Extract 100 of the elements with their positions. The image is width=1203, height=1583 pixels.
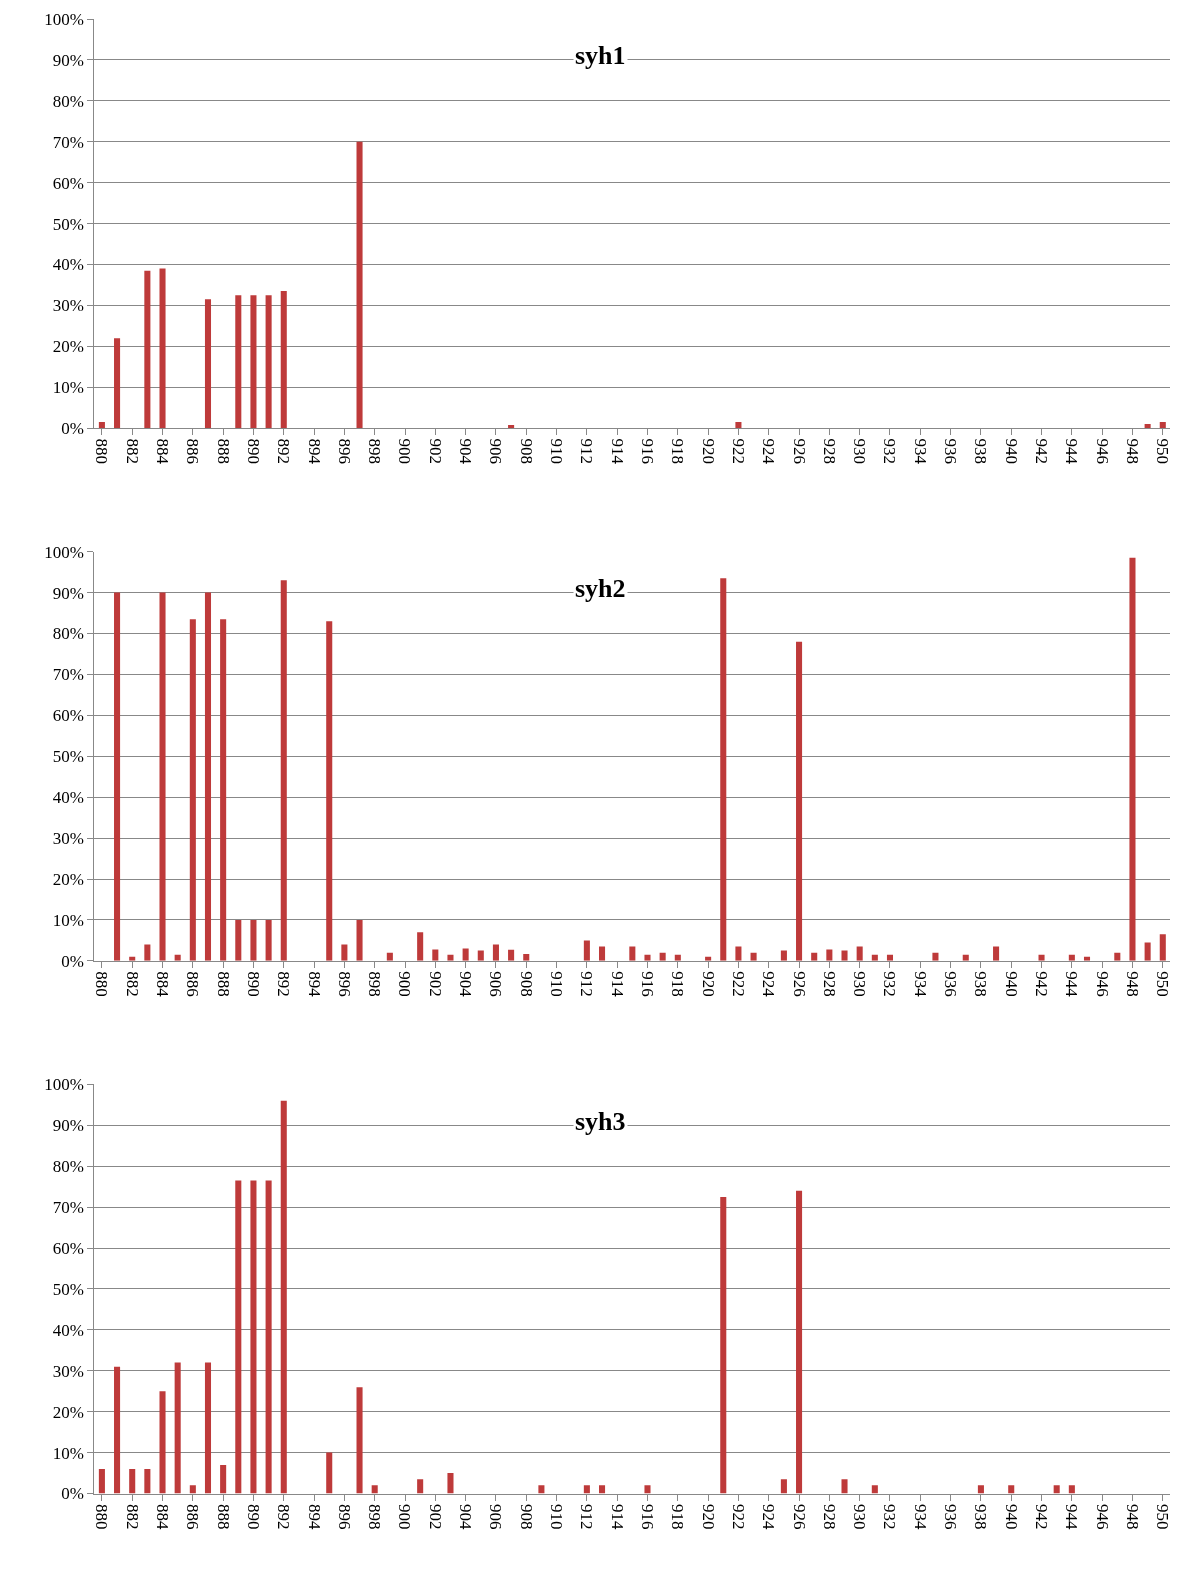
y-tick-label: 70%	[52, 132, 84, 152]
x-tick-label: 880	[92, 1503, 112, 1530]
x-tick-label: 884	[153, 971, 172, 998]
text: syh3	[575, 1107, 626, 1136]
y-tick-label: 0%	[61, 419, 84, 439]
y-tick-label: 80%	[52, 1157, 84, 1177]
bar	[780, 1479, 787, 1494]
x-tick-label: 882	[122, 1503, 142, 1530]
bar	[977, 1485, 984, 1494]
x-tick-label: 890	[243, 1503, 263, 1530]
x-tick-label: 890	[243, 971, 263, 997]
bar	[341, 944, 348, 961]
x-tick-label: 894	[304, 971, 324, 998]
y-tick-label: 60%	[52, 1238, 84, 1258]
y-tick-label: 50%	[52, 214, 84, 234]
x-tick-label: 934	[910, 1503, 930, 1530]
bar	[841, 1479, 848, 1494]
bar	[235, 919, 242, 961]
y-tick-label: 0%	[61, 1484, 84, 1504]
x-tick-label: 926	[789, 438, 809, 465]
x-tick-label: 892	[274, 1503, 294, 1530]
bar	[735, 946, 742, 961]
x-tick-label: 914	[607, 971, 627, 998]
y-tick-label: 60%	[52, 706, 84, 726]
bar	[993, 946, 1000, 961]
x-tick-label: 930	[850, 1503, 870, 1530]
bar	[826, 949, 833, 961]
x-tick-label: 924	[759, 971, 779, 998]
bar	[538, 1485, 545, 1494]
bar	[220, 619, 227, 961]
x-tick-label: 938	[971, 438, 991, 465]
bar	[1068, 1485, 1075, 1494]
y-tick-label: 20%	[52, 1402, 84, 1422]
y-tick-label: 70%	[52, 1198, 84, 1218]
y-tick-label: 90%	[52, 583, 84, 603]
x-tick-label: 886	[183, 1503, 203, 1530]
x-tick-label: 924	[759, 1503, 779, 1530]
x-tick-label: 888	[213, 438, 233, 465]
x-tick-label: 932	[880, 438, 900, 465]
bar	[583, 1485, 590, 1494]
bar	[644, 954, 651, 961]
bar	[326, 621, 333, 961]
x-tick-label: 936	[941, 438, 961, 465]
y-tick-label: 40%	[52, 788, 84, 808]
y-tick-label: 30%	[52, 296, 84, 316]
bar	[280, 580, 287, 961]
x-tick-label: 920	[698, 438, 718, 465]
bar	[1144, 424, 1151, 429]
x-tick-label: 894	[304, 1503, 324, 1530]
x-tick-label: 880	[92, 438, 112, 465]
x-tick-label: 906	[486, 971, 506, 997]
bar	[250, 919, 257, 961]
bar	[265, 1180, 272, 1494]
bar	[720, 1196, 727, 1494]
bar	[417, 1479, 424, 1494]
y-tick-label: 100%	[44, 1075, 84, 1095]
bar	[356, 141, 363, 429]
x-tick-label: 928	[819, 971, 839, 997]
bar	[1008, 1485, 1015, 1494]
bar	[841, 950, 848, 961]
bar	[159, 592, 166, 961]
bar	[735, 422, 742, 429]
x-tick-label: 932	[880, 971, 900, 997]
x-tick-label: 942	[1032, 1503, 1052, 1530]
x-tick-label: 902	[425, 1503, 445, 1530]
x-tick-label: 922	[728, 438, 748, 465]
x-tick-label: 928	[819, 1503, 839, 1530]
bar	[356, 919, 363, 961]
bar	[159, 268, 166, 429]
x-tick-label: 908	[516, 1503, 536, 1530]
y-tick-label: 10%	[52, 1443, 84, 1463]
bar	[417, 932, 424, 961]
y-tick-label: 60%	[52, 173, 84, 193]
x-tick-label: 894	[304, 438, 324, 465]
bar	[1159, 934, 1166, 961]
y-tick-label: 0%	[61, 951, 84, 971]
bar	[144, 270, 151, 429]
x-tick-label: 882	[122, 438, 142, 465]
y-tick-label: 50%	[52, 1279, 84, 1299]
bar	[856, 946, 863, 961]
x-tick-label: 918	[668, 1503, 688, 1530]
bar	[1144, 942, 1151, 961]
x-tick-label: 936	[941, 1503, 961, 1530]
x-tick-label: 896	[334, 1503, 354, 1530]
bar	[265, 919, 272, 961]
x-tick-label: 910	[547, 971, 567, 997]
y-tick-label: 90%	[52, 1116, 84, 1136]
bar	[599, 1485, 606, 1494]
bar	[447, 954, 454, 961]
x-tick-label: 948	[1122, 1503, 1142, 1530]
bar	[1159, 422, 1166, 429]
bar	[265, 295, 272, 429]
bar	[189, 619, 196, 961]
bar	[250, 295, 257, 429]
y-tick-label: 10%	[52, 378, 84, 398]
y-tick-label: 40%	[52, 255, 84, 275]
bar	[204, 299, 212, 429]
bar	[280, 1100, 287, 1494]
x-tick-label: 922	[728, 971, 748, 997]
bar	[98, 422, 105, 429]
